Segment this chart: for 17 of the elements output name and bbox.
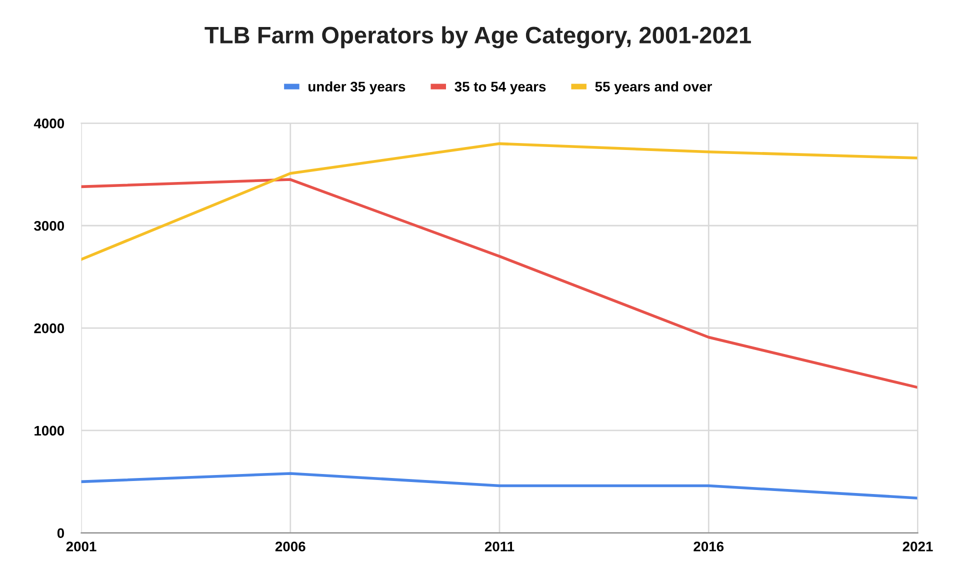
x-tick-label: 2016 — [694, 542, 724, 552]
y-tick-label: 3000 — [34, 220, 64, 231]
x-tick-label: 2001 — [66, 542, 96, 552]
chart-title: TLB Farm Operators by Age Category, 2001-2021 — [204, 26, 751, 48]
y-tick-label: 1000 — [34, 426, 64, 436]
x-tick-label: 2021 — [902, 542, 933, 552]
legend-label: 55 years and over — [595, 81, 712, 94]
x-tick-label: 2006 — [275, 542, 306, 552]
legend-label: under 35 years — [308, 81, 406, 94]
y-tick-label: 2000 — [34, 323, 64, 334]
line-series — [81, 142, 918, 261]
y-tick-label: 0 — [57, 528, 64, 538]
y-tick-label: 4000 — [34, 118, 64, 128]
legend-label: 35 to 54 years — [454, 82, 546, 94]
line-series — [81, 178, 918, 389]
line-series — [81, 472, 918, 500]
x-tick-label: 2011 — [484, 542, 514, 552]
